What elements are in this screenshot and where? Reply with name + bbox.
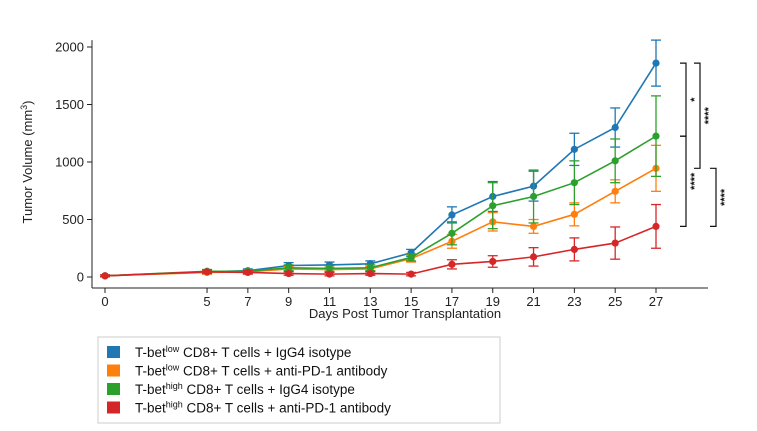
y-tick-label: 2000 [55, 40, 84, 55]
data-point [325, 270, 334, 278]
x-axis-title: Days Post Tumor Transplantation [309, 306, 501, 321]
legend-label: T-betlow CD8+ T cells + IgG4 isotype [135, 344, 351, 360]
significance-brackets: ************* [680, 62, 731, 227]
legend-swatch [107, 383, 120, 395]
y-tick-label: 0 [77, 270, 84, 285]
data-point [529, 192, 538, 201]
data-series [100, 39, 661, 280]
legend-label: T-bethigh CD8+ T cells + IgG4 isotype [135, 381, 355, 397]
legend-swatch [107, 401, 120, 414]
significance-bracket: **** [680, 135, 701, 227]
data-point [652, 222, 660, 230]
legend-item: T-bethigh CD8+ T cells + IgG4 isotype [107, 381, 355, 397]
axes [91, 40, 708, 289]
series-0 [100, 39, 661, 280]
series-3 [100, 203, 661, 280]
data-point [489, 202, 497, 210]
data-point [325, 264, 334, 272]
x-tick-label: 0 [101, 294, 108, 309]
series-line [104, 135, 657, 277]
legend-item: T-betlow CD8+ T cells + IgG4 isotype [107, 344, 351, 360]
significance-label: **** [719, 188, 731, 206]
legend-swatch [107, 364, 120, 377]
x-tick-label: 15 [404, 294, 418, 309]
data-point [285, 264, 293, 272]
data-point [244, 268, 252, 276]
data-point [448, 211, 456, 219]
x-tick-label: 25 [608, 294, 622, 309]
data-point [203, 268, 211, 276]
legend-box [97, 336, 501, 424]
legend-swatch [107, 346, 120, 358]
x-tick-label: 7 [244, 294, 251, 309]
x-tick-label: 5 [203, 294, 210, 309]
data-point [570, 245, 578, 253]
significance-label: **** [703, 106, 715, 124]
x-tick-label: 21 [526, 294, 540, 309]
x-ticks: 0 5 7 9 11 13 15 17 19 21 23 25 27 [101, 288, 663, 309]
legend-item: T-betlow CD8+ T cells + anti-PD-1 antibo… [107, 363, 388, 379]
x-tick-label: 9 [285, 294, 292, 309]
data-point [407, 253, 415, 262]
legend-label: T-bethigh CD8+ T cells + anti-PD-1 antib… [135, 400, 391, 416]
x-tick-label: 27 [649, 294, 663, 309]
x-tick-label: 11 [323, 294, 337, 309]
data-point [448, 260, 456, 268]
data-point [611, 157, 619, 165]
series-line [104, 62, 657, 277]
y-ticks: 0 500 1000 1500 2000 [55, 40, 92, 285]
y-tick-label: 500 [62, 212, 84, 227]
data-point [611, 187, 619, 195]
significance-bracket: **** [710, 167, 731, 227]
significance-bracket: **** [694, 62, 715, 169]
legend-item: T-bethigh CD8+ T cells + anti-PD-1 antib… [107, 400, 391, 416]
data-point [366, 264, 374, 272]
data-point [529, 222, 538, 230]
data-point [285, 269, 293, 278]
data-point [652, 132, 660, 140]
legend-label: T-betlow CD8+ T cells + anti-PD-1 antibo… [135, 363, 388, 379]
bracket-line [680, 135, 687, 227]
data-point [611, 239, 619, 247]
y-tick-label: 1500 [55, 97, 84, 112]
x-tick-label: 23 [567, 294, 581, 309]
significance-label: * [689, 97, 701, 102]
y-tick-label: 1000 [55, 155, 84, 170]
legend: T-betlow CD8+ T cells + IgG4 isotype T-be… [97, 336, 501, 424]
data-point [652, 59, 660, 67]
bracket-line [680, 62, 687, 137]
data-point [448, 229, 456, 237]
data-point [366, 269, 374, 278]
x-tick-label: 17 [445, 294, 459, 309]
data-point [101, 272, 109, 280]
data-point [570, 210, 578, 218]
bracket-line [694, 62, 701, 169]
x-tick-label: 19 [486, 294, 500, 309]
data-point [570, 145, 578, 153]
x-tick-label: 13 [363, 294, 377, 309]
data-point [611, 123, 619, 132]
y-axis-title: Tumor Volume (mm3) [19, 100, 35, 223]
data-point [570, 179, 578, 187]
data-point [489, 257, 497, 266]
significance-bracket: * [680, 62, 701, 137]
significance-label: **** [689, 172, 701, 190]
bracket-line [710, 167, 717, 227]
data-point [407, 270, 415, 278]
data-point [529, 253, 538, 261]
